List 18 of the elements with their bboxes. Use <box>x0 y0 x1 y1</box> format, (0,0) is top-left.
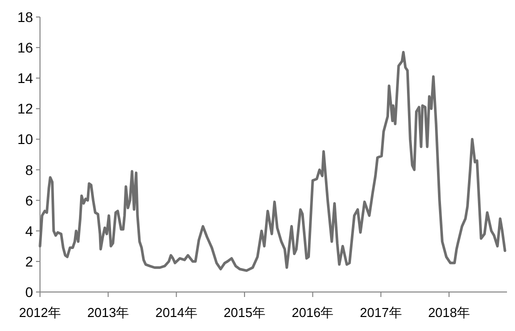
x-tick-label: 2015年 <box>224 305 266 320</box>
y-tick-label: 12 <box>17 100 34 117</box>
x-tick-label: 2012年 <box>19 305 61 320</box>
y-tick-label: 8 <box>25 162 34 178</box>
x-tick-label: 2017年 <box>360 305 402 320</box>
y-tick-label: 4 <box>25 222 34 239</box>
y-tick-label: 6 <box>25 192 34 208</box>
x-tick-label: 2016年 <box>292 305 334 320</box>
y-tick-label: 2 <box>25 253 34 270</box>
y-tick-label: 10 <box>17 131 34 148</box>
y-tick-label: 14 <box>17 70 34 86</box>
y-tick-label: 0 <box>25 284 34 300</box>
y-tick-label: 18 <box>17 9 34 25</box>
line-series <box>38 50 506 272</box>
x-tick-label: 2013年 <box>87 305 130 320</box>
x-tick-label: 2018年 <box>428 305 470 320</box>
x-tick-label: 2014年 <box>155 305 198 320</box>
y-tick-label: 16 <box>17 40 34 56</box>
